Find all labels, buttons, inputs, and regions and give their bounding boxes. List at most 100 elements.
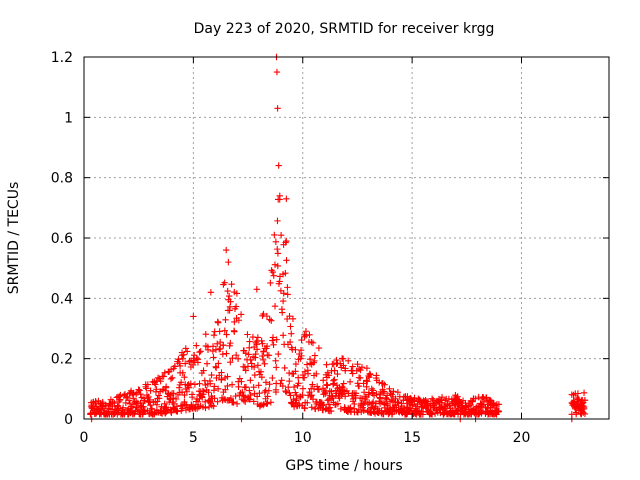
chart-title: Day 223 of 2020, SRMTID for receiver krg… — [194, 21, 495, 37]
data-point — [357, 366, 364, 374]
data-point — [154, 398, 161, 405]
data-point — [248, 360, 255, 367]
data-point — [351, 400, 358, 408]
data-point — [272, 386, 280, 394]
data-point — [216, 328, 223, 335]
data-point — [428, 395, 436, 402]
data-point — [304, 399, 311, 407]
data-point — [313, 370, 320, 378]
data-point — [211, 395, 218, 402]
data-point — [147, 387, 154, 394]
data-point — [194, 398, 202, 405]
data-point — [136, 387, 143, 394]
data-point — [263, 343, 271, 350]
data-point — [381, 381, 388, 388]
data-point — [306, 331, 313, 339]
data-point — [289, 400, 296, 408]
data-point — [260, 348, 267, 355]
data-point — [125, 397, 133, 404]
data-point — [179, 355, 187, 363]
data-point — [271, 261, 279, 268]
data-point — [349, 398, 357, 405]
data-point — [271, 231, 278, 239]
data-point — [376, 391, 384, 398]
data-point — [250, 384, 257, 391]
data-point — [311, 352, 319, 359]
data-point — [337, 405, 345, 413]
data-point — [254, 334, 262, 341]
data-point — [261, 360, 268, 368]
data-point — [200, 367, 207, 374]
data-point — [367, 371, 374, 378]
data-point — [143, 385, 150, 392]
data-point — [222, 246, 230, 254]
data-point — [378, 407, 385, 414]
data-point — [295, 400, 303, 408]
x-tick-label: 15 — [403, 430, 421, 446]
data-point — [267, 399, 275, 406]
data-point — [277, 231, 285, 239]
data-point — [234, 355, 242, 362]
data-point — [162, 384, 170, 391]
data-point — [218, 369, 225, 376]
data-point — [366, 399, 373, 406]
data-point — [392, 395, 399, 402]
data-point — [282, 239, 289, 246]
data-point — [214, 398, 221, 405]
data-point — [297, 346, 305, 354]
data-point — [286, 377, 293, 385]
data-point — [272, 238, 280, 246]
data-point — [472, 395, 479, 402]
data-point — [227, 339, 234, 347]
data-point — [495, 401, 503, 408]
data-point — [154, 374, 162, 382]
data-point — [357, 374, 364, 382]
data-point — [323, 381, 330, 388]
data-point — [322, 406, 329, 413]
data-point — [246, 387, 253, 394]
data-point — [247, 391, 254, 399]
data-point — [331, 367, 338, 374]
data-point — [193, 354, 200, 362]
data-point — [331, 376, 338, 383]
data-point — [161, 369, 169, 376]
data-point — [214, 319, 222, 326]
data-point — [279, 332, 287, 339]
data-point — [207, 380, 214, 387]
data-point — [200, 388, 207, 395]
data-point — [187, 380, 194, 387]
y-tick-label: 0 — [64, 412, 73, 428]
data-point — [352, 390, 360, 397]
data-point — [345, 357, 352, 364]
data-point — [283, 237, 290, 245]
data-point — [364, 378, 371, 385]
data-point — [363, 364, 371, 372]
data-point — [240, 397, 248, 404]
data-point — [403, 397, 410, 404]
data-point — [182, 385, 190, 393]
data-point — [275, 162, 282, 169]
y-tick-label: 0.6 — [51, 231, 73, 247]
data-point — [214, 385, 222, 393]
data-point — [208, 371, 215, 379]
data-point — [309, 396, 317, 403]
data-point — [262, 379, 270, 386]
data-point — [424, 398, 432, 405]
x-tick-label: 5 — [189, 430, 198, 446]
data-point — [250, 398, 257, 405]
data-point — [259, 352, 266, 360]
data-point — [224, 287, 231, 295]
data-point — [223, 350, 230, 357]
data-point — [122, 399, 130, 407]
data-point — [222, 386, 229, 393]
data-point — [358, 364, 366, 371]
data-point — [339, 384, 346, 391]
data-point — [286, 312, 293, 320]
data-point — [225, 258, 232, 266]
data-points — [87, 53, 589, 423]
data-point — [259, 340, 266, 347]
data-point — [153, 386, 160, 393]
data-point — [190, 313, 197, 320]
data-point — [231, 318, 238, 326]
